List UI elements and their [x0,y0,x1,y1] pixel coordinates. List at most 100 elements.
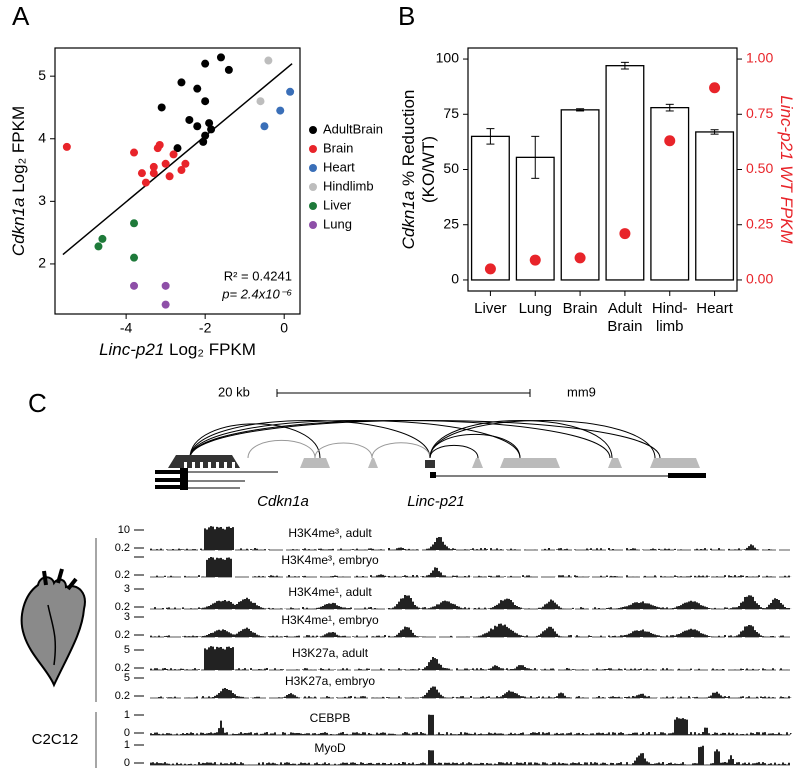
y-tick-label: 25 [443,215,459,231]
anchor-block [608,458,622,468]
point [177,78,186,87]
legend-label: AdultBrain [323,121,383,136]
x-tick-label: 0 [280,320,288,336]
loop-arc [189,420,661,459]
panel-letter: B [398,1,415,31]
y-tick-label: 5 [38,67,46,83]
x-tick-label: Adult [608,300,643,317]
loop-arc [429,444,479,459]
track-scale: 0.2 [115,690,130,702]
track-label: H3K4me¹, embryo [281,613,379,627]
track-label: H3K4me³, embryo [281,553,379,567]
legend-swatch [309,164,317,172]
loop-arc [247,440,316,459]
track-scale: 0.2 [115,569,130,581]
track-scale: 3 [124,611,130,623]
signal-track [150,557,792,577]
x-tick-label: -4 [120,320,133,336]
point [201,59,210,68]
point [256,97,265,106]
x-tick-label: Brain [563,300,598,317]
label-part: Cdkn1a [399,191,418,250]
gene-label: Linc-p21 [407,493,465,510]
legend-label: Hindlimb [323,178,374,193]
plot-frame [54,47,301,315]
point [224,65,233,74]
y-tick-label: 3 [38,192,46,208]
legend-label: Lung [323,216,352,231]
annotation: p= 2.4x10⁻⁶ [221,286,292,301]
legend-swatch [309,202,317,210]
exon [430,472,436,478]
signal-track [150,623,792,637]
label-part: % Reduction [399,90,418,191]
point [161,300,170,309]
x-tick-label: limb [656,318,684,335]
legend-swatch [309,145,317,153]
annotation: R² = 0.4241 [224,268,292,283]
point [286,87,295,96]
error-bar [531,135,540,179]
point [177,166,186,175]
point [169,150,178,159]
track-scale: 0.2 [115,629,130,641]
y-tick-label: 50 [443,160,459,176]
error-bar [576,108,585,112]
point [130,148,139,157]
point [149,169,158,178]
x-axis-label: Linc-p21 Log₂ FPKM [99,340,256,359]
loop-arc [189,423,321,459]
legend-label: Liver [323,197,352,212]
track-scale: 0.2 [115,662,130,674]
bar [650,106,690,281]
error-bar [620,61,629,70]
error-bar [486,128,495,145]
anchor-block [168,455,240,468]
point [94,242,103,251]
label-part: Cdkn1a [9,198,28,257]
exon [155,478,181,482]
x-tick-label: Hind- [652,300,688,317]
x-tick-label: Brain [607,318,642,335]
x-tick-label: Liver [474,300,507,317]
anchor-tick [216,462,219,468]
point [149,162,158,171]
signal-track [150,745,792,765]
point [173,144,182,153]
anchor-tick [232,462,235,468]
loop-arc [429,420,656,459]
scale-label: 20 kb [218,384,250,399]
point [264,56,273,65]
point [619,228,631,240]
exon [155,470,181,474]
exon [155,485,181,489]
point [260,122,269,131]
y2-axis-label: Linc-p21 WT FPKM [777,95,796,244]
point [199,137,208,146]
y-axis-label: (KO/WT) [419,136,438,203]
label-part: Log₂ FPKM [164,340,256,359]
cell-line-label: C2C12 [32,731,79,748]
track-label: CEBPB [310,711,351,725]
track-scale: 5 [124,672,130,684]
track-scale: 5 [124,644,130,656]
point [484,263,496,275]
gene-label: Cdkn1a [257,493,309,510]
point [205,119,214,128]
point [161,159,170,168]
track-label: H3K4me¹, adult [288,585,372,599]
point [161,281,170,290]
signal-track [150,686,792,698]
anchor-tick [200,462,203,468]
loop-arc [189,420,611,459]
error-bar [710,129,719,135]
anchor-block [368,458,378,468]
anchor-block [425,460,435,468]
legend-swatch [309,126,317,134]
track-scale: 10 [118,524,130,536]
loop-arc [189,420,521,459]
bar [695,131,735,281]
assembly-label: mm9 [567,384,596,399]
x-tick-label: -2 [199,320,212,336]
track-label: H3K27a, embryo [285,674,375,688]
